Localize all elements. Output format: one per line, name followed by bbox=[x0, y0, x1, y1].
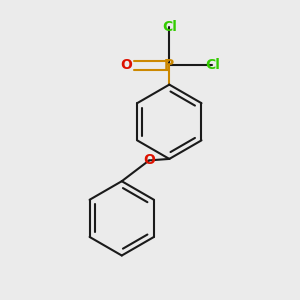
Text: P: P bbox=[164, 58, 174, 72]
Text: Cl: Cl bbox=[205, 58, 220, 72]
Text: Cl: Cl bbox=[162, 20, 177, 34]
Text: O: O bbox=[120, 58, 132, 72]
Text: O: O bbox=[143, 153, 155, 167]
